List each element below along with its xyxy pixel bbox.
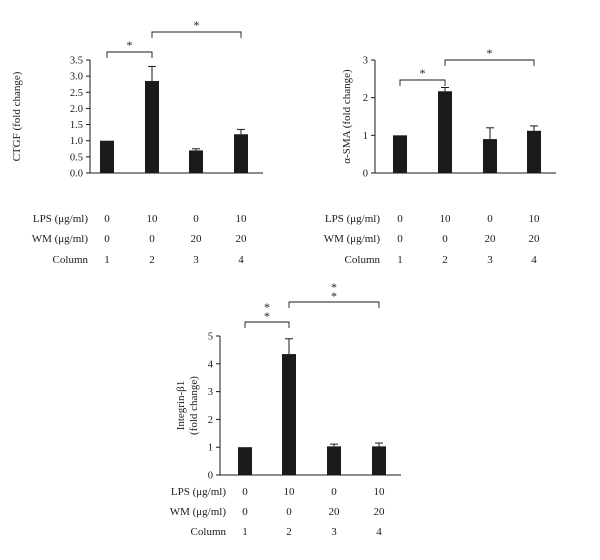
y-tick-label: 1.0 <box>70 136 83 147</box>
significance-bracket <box>244 321 290 328</box>
chart-panel-1: 0.0 0.5 1.0 1.5 2.0 2.5 3.0 3.5 CTGF (fold chang… <box>11 18 263 266</box>
row-value: 0 <box>286 506 292 518</box>
row-value: 10 <box>440 213 452 225</box>
y-tick-label: 3 <box>208 387 213 398</box>
y-tick-label: 4 <box>208 359 214 370</box>
y-tick-label: 0.0 <box>70 169 83 180</box>
row-value: 3 <box>331 526 337 538</box>
row-label: WM (μg/ml) <box>32 233 89 245</box>
row-label: LPS (μg/ml) <box>33 213 88 225</box>
bar-column-1 <box>238 447 252 475</box>
y-tick-label: 0.5 <box>70 152 83 163</box>
row-value: 2 <box>286 526 292 538</box>
row-value: 0 <box>397 213 403 225</box>
y-tick-label: 2 <box>208 415 213 426</box>
row-value: 0 <box>487 213 493 225</box>
row-value: 2 <box>442 254 448 266</box>
bar-column-3 <box>483 139 497 173</box>
row-value: 4 <box>376 526 382 538</box>
row-value: 0 <box>242 506 248 518</box>
y-tick-label: 2.0 <box>70 104 83 115</box>
row-value: 2 <box>149 254 155 266</box>
row-value: 10 <box>529 213 541 225</box>
row-value: 20 <box>485 233 497 245</box>
row-value: 20 <box>236 233 248 245</box>
y-axis-label: CTGF (fold change) <box>11 71 23 161</box>
row-value: 20 <box>191 233 203 245</box>
significance-bracket <box>399 79 446 86</box>
row-label: Column <box>53 254 89 266</box>
significance-mark: * <box>331 280 337 294</box>
row-value: 0 <box>104 233 110 245</box>
y-tick-label: 0 <box>363 169 368 180</box>
row-label: Column <box>345 254 381 266</box>
row-value: 0 <box>331 486 337 498</box>
row-value: 20 <box>329 506 341 518</box>
row-value: 1 <box>242 526 248 538</box>
significance-mark: * <box>127 38 133 52</box>
row-value: 10 <box>374 486 386 498</box>
row-value: 1 <box>397 254 403 266</box>
y-tick-label: 1 <box>363 131 368 142</box>
row-value: 10 <box>147 213 159 225</box>
y-tick-label: 3.0 <box>70 72 83 83</box>
bar-column-4 <box>527 130 541 173</box>
bar-column-2 <box>438 91 452 173</box>
y-axis-label: α-SMA (fold change) <box>341 69 353 164</box>
row-value: 4 <box>531 254 537 266</box>
bar-column-4 <box>372 446 386 475</box>
bar-column-1 <box>100 140 114 173</box>
y-tick-label: 1 <box>208 443 213 454</box>
significance-mark: * <box>264 309 270 323</box>
y-tick-label: 2.5 <box>70 88 83 99</box>
significance-bracket <box>151 31 242 38</box>
row-value: 4 <box>238 254 244 266</box>
row-label: LPS (μg/ml) <box>171 486 226 498</box>
bar-column-3 <box>189 150 203 173</box>
row-label: Column <box>191 526 227 538</box>
y-tick-label: 1.5 <box>70 120 83 131</box>
bar-column-2 <box>145 80 159 173</box>
y-tick-label: 3 <box>363 56 368 67</box>
row-value: 0 <box>104 213 110 225</box>
bar-column-2 <box>282 354 296 475</box>
row-value: 3 <box>487 254 493 266</box>
row-value: 1 <box>104 254 110 266</box>
significance-bracket <box>106 51 153 58</box>
row-label: WM (μg/ml) <box>324 233 381 245</box>
significance-mark: * <box>487 46 493 60</box>
row-value: 0 <box>193 213 199 225</box>
y-tick-label: 2 <box>363 93 368 104</box>
significance-mark: * <box>194 18 200 32</box>
y-tick-label: 3.5 <box>70 56 83 67</box>
row-value: 20 <box>529 233 541 245</box>
significance-mark: * <box>420 66 426 80</box>
bar-column-3 <box>327 446 341 475</box>
row-value: 10 <box>284 486 296 498</box>
row-value: 0 <box>442 233 448 245</box>
bar-column-1 <box>393 135 407 173</box>
row-value: 3 <box>193 254 199 266</box>
y-axis-label: Integrin-β1(fold change) <box>175 376 200 435</box>
y-tick-label: 0 <box>208 471 213 482</box>
significance-bracket <box>288 301 380 308</box>
row-value: 10 <box>236 213 248 225</box>
significance-mark: * <box>331 289 337 303</box>
bar-column-4 <box>234 134 248 173</box>
significance-bracket <box>444 59 535 66</box>
row-value: 0 <box>149 233 155 245</box>
row-value: 20 <box>374 506 386 518</box>
row-label: LPS (μg/ml) <box>325 213 380 225</box>
row-label: WM (μg/ml) <box>170 506 227 518</box>
row-value: 0 <box>397 233 403 245</box>
row-value: 0 <box>242 486 248 498</box>
y-tick-label: 5 <box>208 332 213 343</box>
significance-mark: * <box>264 300 270 314</box>
